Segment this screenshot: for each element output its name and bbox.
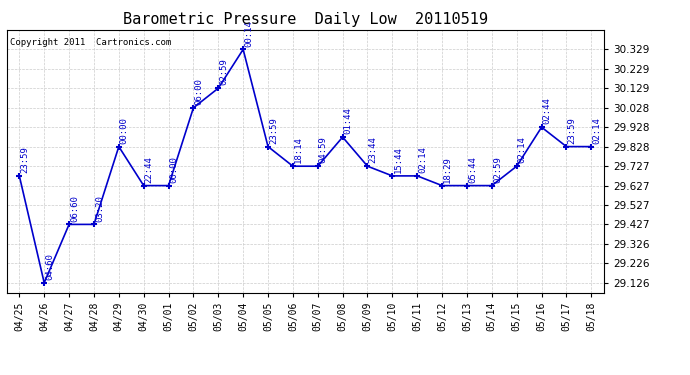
Text: 23:59: 23:59 [269,117,278,144]
Text: 02:44: 02:44 [542,98,551,124]
Text: 23:59: 23:59 [21,146,30,173]
Text: 18:29: 18:29 [443,156,452,183]
Text: 00:14: 00:14 [244,20,253,46]
Text: 22:44: 22:44 [145,156,154,183]
Text: 02:14: 02:14 [418,146,427,173]
Title: Barometric Pressure  Daily Low  20110519: Barometric Pressure Daily Low 20110519 [123,12,488,27]
Text: 05:44: 05:44 [468,156,477,183]
Text: 02:59: 02:59 [219,58,228,86]
Text: 06:60: 06:60 [70,195,79,222]
Text: 23:44: 23:44 [368,136,377,164]
Text: 15:44: 15:44 [393,146,402,173]
Text: 04:60: 04:60 [46,253,55,280]
Text: 02:14: 02:14 [593,117,602,144]
Text: 04:59: 04:59 [319,136,328,164]
Text: 06:00: 06:00 [195,78,204,105]
Text: 01:44: 01:44 [344,108,353,134]
Text: 23:59: 23:59 [567,117,577,144]
Text: 02:59: 02:59 [493,156,502,183]
Text: 18:14: 18:14 [294,136,303,164]
Text: 00:00: 00:00 [120,117,129,144]
Text: 00:00: 00:00 [170,156,179,183]
Text: Copyright 2011  Cartronics.com: Copyright 2011 Cartronics.com [10,38,171,47]
Text: 03:20: 03:20 [95,195,104,222]
Text: 02:14: 02:14 [518,136,526,164]
